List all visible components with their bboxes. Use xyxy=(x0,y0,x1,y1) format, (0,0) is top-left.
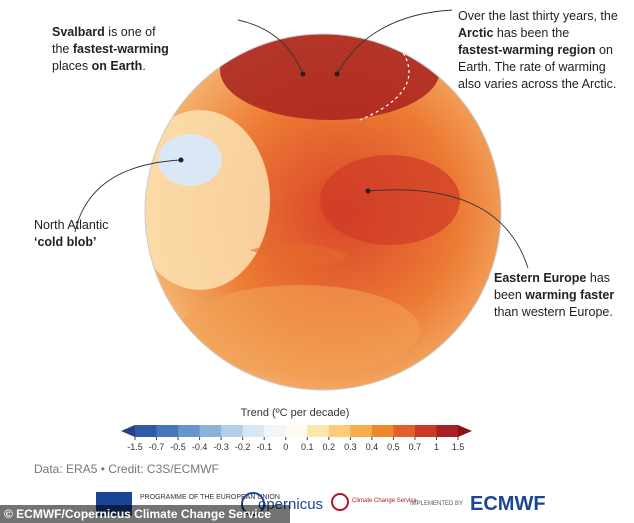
eu-text: PROGRAMME OF THE EUROPEAN UNION xyxy=(140,494,280,501)
colorbar-swatch xyxy=(307,425,330,437)
annotation-text: North Atlantic xyxy=(34,218,108,232)
annotation-text: fastest-warming xyxy=(73,42,169,56)
colorbar-swatch xyxy=(221,425,244,437)
annotation-text: ‘cold blob’ xyxy=(34,235,97,249)
annotation-line: also varies across the Arctic. xyxy=(458,77,616,91)
colorbar-tick-label: 0.5 xyxy=(387,442,400,452)
credit: Data: ERA5 • Credit: C3S/ECMWF xyxy=(34,462,219,476)
ecmwf-logo: ECMWF xyxy=(470,493,546,515)
colorbar-tick-label: 0.1 xyxy=(301,442,314,452)
colorbar-swatch xyxy=(135,425,158,437)
annotation-line: been warming faster xyxy=(494,288,614,302)
colorbar-swatch xyxy=(350,425,373,437)
annotation-line: places on Earth. xyxy=(52,59,146,73)
annotation-text: Eastern Europe xyxy=(494,271,586,285)
annotations: Svalbard is one of the fastest-warming pla… xyxy=(34,9,618,319)
colorbar-tick-label: 1 xyxy=(434,442,439,452)
colorbar-tick-label: 0.7 xyxy=(409,442,422,452)
colorbar-swatch xyxy=(393,425,416,437)
annotation-line: ‘cold blob’ xyxy=(34,235,97,249)
annotation-text: on Earth xyxy=(92,59,143,73)
colorbar-tick-label: 1.5 xyxy=(452,442,465,452)
annotation-line: than western Europe. xyxy=(494,305,613,319)
annotation-text: fastest-warming region xyxy=(458,43,596,57)
leader-lines xyxy=(74,9,529,269)
globe xyxy=(145,34,501,390)
annotation-line: Svalbard is one of xyxy=(52,25,156,39)
caption: © ECMWF/Copernicus Climate Change Servic… xyxy=(4,507,271,521)
annotation-text: . xyxy=(142,59,145,73)
annotation-text: Arctic xyxy=(458,26,493,40)
colorbar-swatch xyxy=(285,425,308,437)
colorbar-tick-label: 0.4 xyxy=(366,442,379,452)
colorbar-title: Trend (ºC per decade) xyxy=(241,407,350,419)
implemented-text: IMPLEMENTED BY xyxy=(410,501,463,507)
annotation-text: is one of xyxy=(105,25,156,39)
annotation-text: has been the xyxy=(493,26,569,40)
annotation-text: also varies across the Arctic. xyxy=(458,77,616,91)
annotation-text: Svalbard xyxy=(52,25,105,39)
annotation-line: Arctic has been the xyxy=(458,26,569,40)
colorbar-swatch xyxy=(264,425,287,437)
colorbar-swatch xyxy=(156,425,179,437)
annotation-text: warming faster xyxy=(524,288,614,302)
colorbar-tick-label: -0.4 xyxy=(192,442,208,452)
annotation-line: Eastern Europe has xyxy=(494,271,610,285)
colorbar-end xyxy=(121,425,135,437)
colorbar-swatch xyxy=(199,425,222,437)
colorbar-swatch xyxy=(242,425,265,437)
c3s-text: Climate Change Service xyxy=(352,498,417,504)
colorbar-swatch xyxy=(436,425,459,437)
colorbar-tick-label: 0 xyxy=(283,442,288,452)
colorbar-swatch xyxy=(178,425,201,437)
colorbar-end xyxy=(458,425,472,437)
colorbar-tick-label: -1.5 xyxy=(127,442,143,452)
colorbar-tick-label: -0.2 xyxy=(235,442,251,452)
annotation-line: Over the last thirty years, the xyxy=(458,9,618,23)
colorbar-tick-label: -0.1 xyxy=(256,442,272,452)
annotation-text: Over the last thirty years, the xyxy=(458,9,618,23)
annotation-line: the fastest-warming xyxy=(52,42,169,56)
footer: PROGRAMME OF THE EUROPEAN UNION opernicu… xyxy=(0,484,634,523)
annotation-line: Earth. The rate of warming xyxy=(458,60,606,74)
globe-edge xyxy=(144,33,502,391)
annotation-text: places xyxy=(52,59,92,73)
colorbar-tick-label: -0.5 xyxy=(170,442,186,452)
annotation-text: the xyxy=(52,42,73,56)
annotation-text: than western Europe. xyxy=(494,305,613,319)
colorbar-swatch xyxy=(414,425,437,437)
colorbar-tick-label: -0.3 xyxy=(213,442,229,452)
colorbar: -1.5 -0.7 -0.5 -0.4 -0.3 -0.2 -0.1 0 0.1 0.2 0.3 0.… xyxy=(121,425,472,452)
annotation-text: been xyxy=(494,288,525,302)
annotation-text: has xyxy=(586,271,610,285)
colorbar-tick-label: -0.7 xyxy=(149,442,165,452)
colorbar-tick-label: 0.2 xyxy=(323,442,336,452)
annotation-line: fastest-warming region on xyxy=(458,43,613,57)
colorbar-swatch xyxy=(371,425,394,437)
annotation-text: Earth. The rate of warming xyxy=(458,60,606,74)
annotation-line: North Atlantic xyxy=(34,218,108,232)
colorbar-tick-label: 0.3 xyxy=(344,442,357,452)
annotation-text: on xyxy=(596,43,613,57)
colorbar-swatch xyxy=(328,425,351,437)
